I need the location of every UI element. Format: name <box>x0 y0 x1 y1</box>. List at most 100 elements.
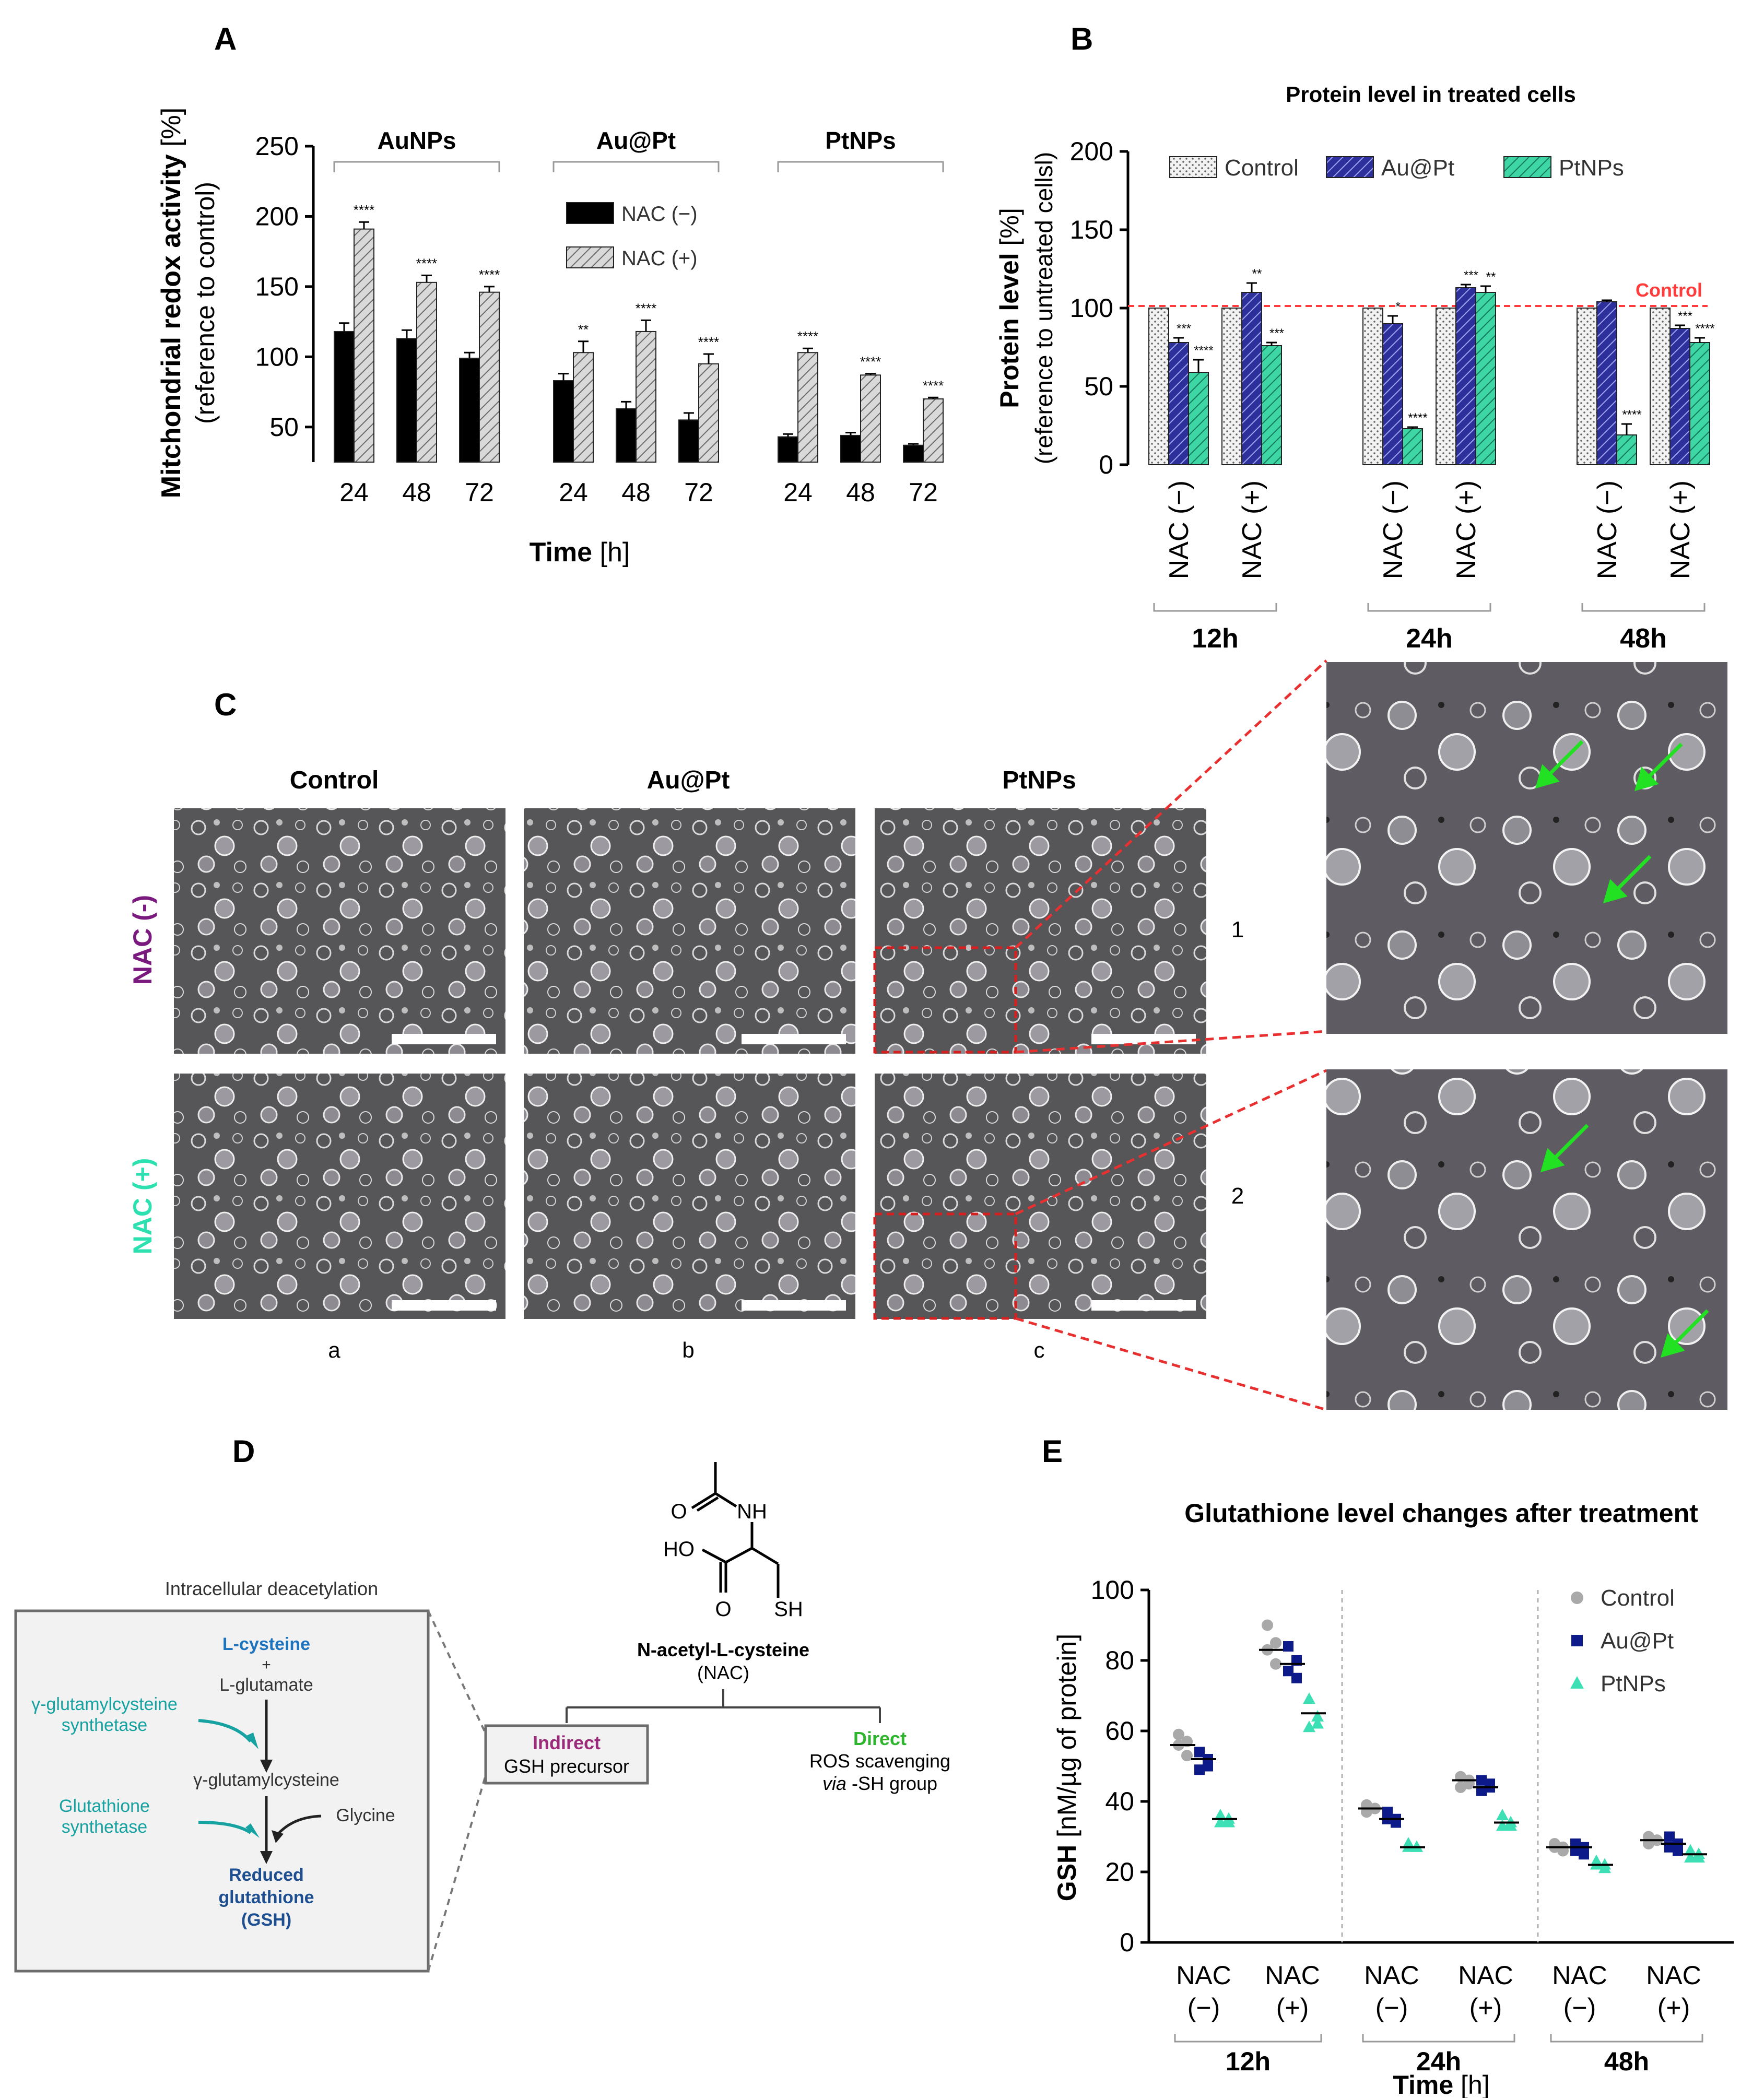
bar <box>479 291 500 463</box>
x-tick-label: 24 <box>559 478 588 507</box>
data-point <box>1214 1809 1227 1820</box>
plus-sign: + <box>262 1656 271 1673</box>
legend-marker <box>1571 1635 1583 1646</box>
data-point <box>1270 1637 1281 1649</box>
y-axis-label-unit: [%] <box>995 208 1024 253</box>
bar <box>797 352 818 463</box>
data-point <box>1496 1809 1509 1820</box>
zoom-number-2: 2 <box>1231 1183 1244 1209</box>
scale-bar <box>392 1300 496 1311</box>
significance-label: *** <box>1269 326 1284 340</box>
data-point <box>1303 1720 1315 1732</box>
x-tick-label-line2: (−) <box>1563 1993 1596 2022</box>
scale-bar <box>742 1034 846 1044</box>
micrograph-control-nac-plus <box>174 1074 505 1319</box>
bar <box>1689 342 1710 465</box>
y-tick-label: 40 <box>1105 1787 1134 1816</box>
bar <box>698 363 719 463</box>
data-point <box>1270 1658 1281 1670</box>
bar <box>678 419 699 463</box>
significance-label: ** <box>1252 267 1262 281</box>
significance-label: ** <box>578 322 589 337</box>
column-title-control: Control <box>290 767 379 794</box>
y-axis-label-unit: [%] <box>156 108 186 155</box>
direct-title: Direct <box>853 1728 907 1749</box>
data-point <box>1455 1782 1466 1793</box>
y-tick-label: 80 <box>1105 1646 1134 1675</box>
y-axis-label-main: Protein level <box>995 253 1024 408</box>
x-tick-label: NAC (+) <box>1451 480 1481 579</box>
micrograph-aupt-nac-minus <box>524 808 855 1054</box>
x-axis-label-unit: [h] <box>592 537 630 568</box>
zoom-connector <box>1015 1030 1327 1054</box>
nac-name: N-acetyl-L-cysteine <box>637 1639 809 1660</box>
significance-label: **** <box>416 255 437 271</box>
x-tick-label: NAC (+) <box>1237 480 1267 579</box>
scale-bar <box>392 1034 496 1044</box>
data-point <box>1303 1692 1315 1704</box>
legend-label: Au@Pt <box>1601 1628 1674 1654</box>
time-group-label: 12h <box>1226 2047 1271 2076</box>
dashed-connector <box>427 1775 487 1972</box>
micrograph-ptnps-nac-minus <box>875 808 1206 1054</box>
significance-label: *** <box>1177 322 1191 336</box>
x-tick-label: 48 <box>402 478 431 507</box>
y-tick-label: 60 <box>1105 1716 1134 1746</box>
direct-text-2: via -SH group <box>822 1773 937 1794</box>
x-tick-label-line2: (−) <box>1375 1993 1408 2022</box>
scale-bar <box>742 1300 846 1311</box>
bar <box>1168 342 1189 465</box>
group-bracket <box>333 161 500 172</box>
time-bracket <box>1362 2034 1515 2043</box>
direct-text-1: ROS scavenging <box>809 1750 950 1772</box>
enzyme-1-label-line1: γ-glutamylcysteine <box>31 1694 178 1714</box>
row-label-nac-minus: NAC (-) <box>128 895 157 985</box>
bar <box>860 374 881 463</box>
nac-atom-ho: HO <box>663 1538 695 1561</box>
x-axis-label-main: Time <box>1393 2070 1453 2098</box>
column-letter-c: c <box>1034 1338 1045 1362</box>
bar <box>1577 308 1597 465</box>
glycine-label: Glycine <box>336 1806 395 1825</box>
bar <box>1436 308 1456 465</box>
bar <box>840 434 861 463</box>
y-axis-label-sub: (reference to untreated cellsl) <box>1030 152 1057 464</box>
panel-letter-e: E <box>1042 1434 1063 1469</box>
indirect-box <box>484 1724 649 1785</box>
nac-atom-o1: O <box>671 1500 687 1523</box>
zoom-number-1: 1 <box>1231 917 1244 942</box>
bar <box>354 228 374 463</box>
bar <box>1455 287 1476 465</box>
y-tick-label: 100 <box>1091 1575 1134 1605</box>
x-tick-label: 72 <box>909 478 938 507</box>
time-bracket <box>1367 603 1491 612</box>
data-point <box>1194 1747 1205 1758</box>
nac-structure <box>691 1462 780 1598</box>
bar <box>1221 308 1242 465</box>
group-bracket <box>777 161 944 172</box>
arrow-down-icon <box>260 1700 273 1864</box>
data-point <box>1173 1728 1184 1740</box>
significance-label: *** <box>1464 268 1478 282</box>
time-bracket <box>1581 603 1706 612</box>
time-bracket <box>1550 2034 1703 2043</box>
curved-arrow-icon <box>276 1814 322 1836</box>
deacetylation-box-title: Intracellular deacetylation <box>165 1578 378 1599</box>
micrograph-control-nac-minus <box>174 808 505 1054</box>
y-axis-label-main: Mitchondrial redox activity <box>156 154 186 498</box>
panel-c-micrographs: Control Au@Pt PtNPs NAC (-) NAC (+) 1 2 … <box>128 659 1727 1411</box>
panel-d-diagram: Intracellular deacetylation L-cysteine +… <box>14 1462 950 1973</box>
indirect-text: GSH precursor <box>504 1755 629 1777</box>
significance-label: **** <box>1695 322 1714 336</box>
column-letter-a: a <box>328 1338 340 1362</box>
panel-letter-b: B <box>1071 21 1093 56</box>
zoom-region-1 <box>873 946 1017 1054</box>
dashed-connector <box>427 1610 487 1734</box>
arrowhead-icon <box>272 1830 284 1843</box>
legend-label: Au@Pt <box>1381 155 1454 181</box>
micrograph-aupt-nac-plus <box>524 1074 855 1319</box>
bar <box>459 358 480 463</box>
group-label: AuNPs <box>378 127 456 154</box>
group-label: PtNPs <box>825 127 896 154</box>
x-tick-label-line1: NAC <box>1646 1961 1701 1990</box>
